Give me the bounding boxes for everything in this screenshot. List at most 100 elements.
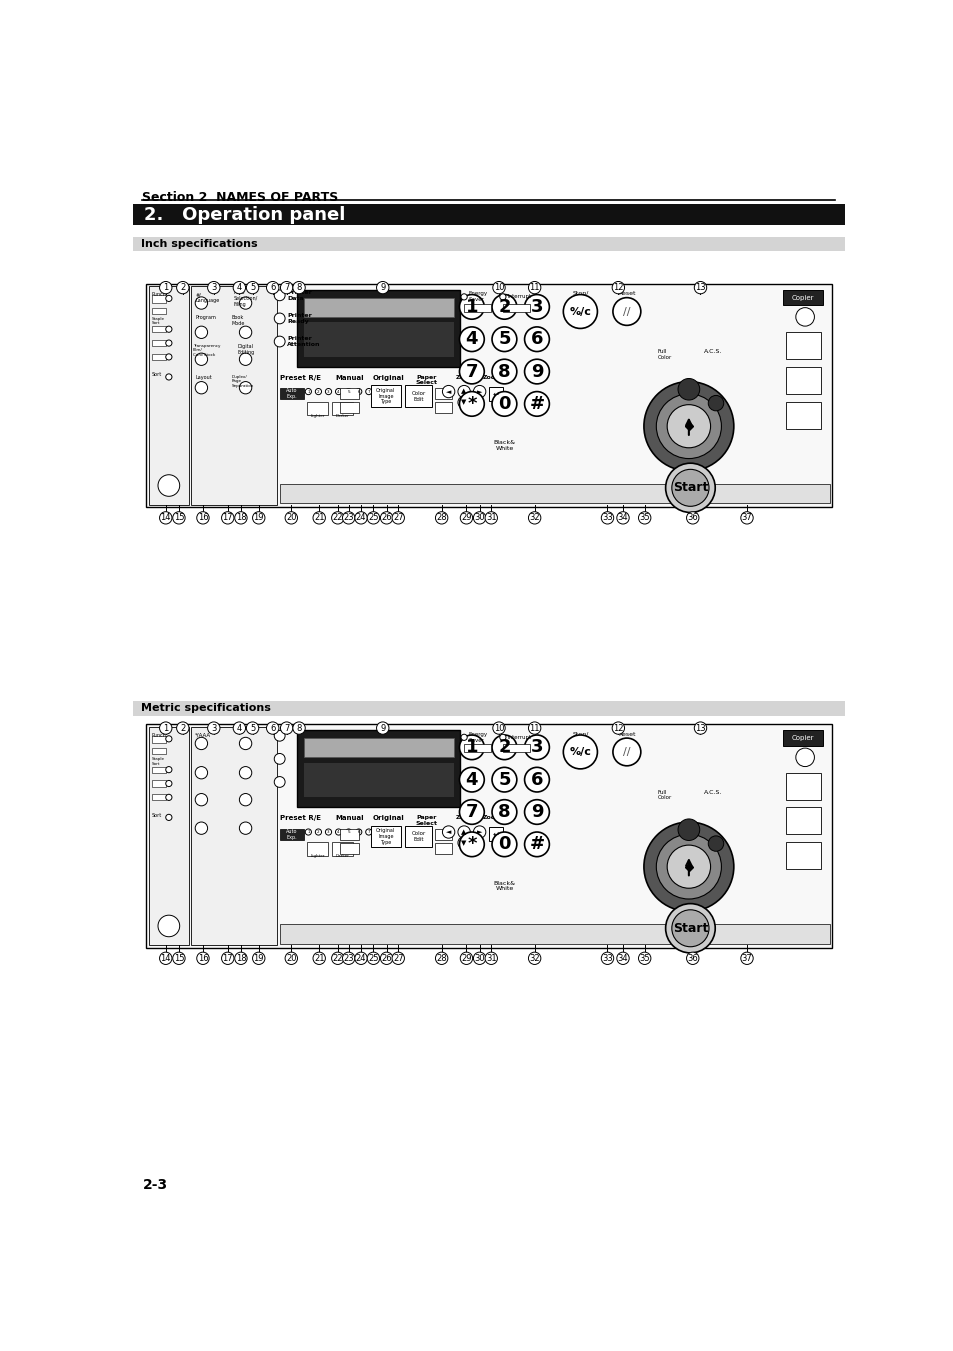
Text: 7: 7 (465, 362, 477, 381)
Text: Paper
Select: Paper Select (416, 815, 437, 825)
Text: 3: 3 (327, 830, 330, 834)
Bar (307, 842, 328, 857)
Text: 20: 20 (286, 513, 296, 523)
Text: ▼: ▼ (461, 840, 466, 846)
Text: 17: 17 (222, 513, 233, 523)
Circle shape (221, 952, 233, 965)
Circle shape (325, 389, 332, 394)
Bar (152, 354, 166, 359)
Circle shape (246, 281, 258, 293)
Circle shape (492, 832, 517, 857)
Text: 15: 15 (173, 954, 184, 963)
Bar (782, 731, 822, 746)
Bar (371, 825, 400, 847)
Circle shape (678, 819, 699, 840)
Circle shape (459, 800, 484, 824)
Bar (464, 744, 491, 753)
Circle shape (528, 721, 540, 734)
Text: *: * (467, 835, 476, 854)
Circle shape (524, 800, 549, 824)
Text: 14: 14 (160, 954, 171, 963)
Bar (303, 323, 454, 357)
Text: 4: 4 (465, 330, 477, 349)
Circle shape (459, 767, 484, 792)
Text: 11: 11 (529, 284, 539, 292)
Text: Inc: Inc (461, 374, 469, 380)
Text: #/
Language: #/ Language (195, 292, 219, 303)
Text: 14: 14 (160, 513, 171, 523)
Circle shape (166, 340, 172, 346)
Bar (146, 724, 831, 947)
Text: 4: 4 (465, 770, 477, 789)
Text: 2.   Operation panel: 2. Operation panel (144, 205, 345, 224)
Circle shape (365, 389, 372, 394)
Circle shape (158, 474, 179, 496)
Bar (152, 296, 166, 303)
Text: Black&
White: Black& White (493, 440, 515, 451)
Text: Darker: Darker (335, 854, 349, 858)
Text: 6: 6 (357, 830, 359, 834)
Text: Original: Original (372, 374, 404, 381)
Text: 22: 22 (333, 513, 343, 523)
Circle shape (473, 952, 485, 965)
Bar (303, 763, 454, 797)
Bar (146, 284, 831, 507)
Circle shape (293, 721, 305, 734)
Circle shape (166, 736, 172, 742)
Text: 33: 33 (601, 954, 612, 963)
Circle shape (159, 512, 172, 524)
Text: 5: 5 (497, 330, 510, 349)
Text: 6: 6 (357, 389, 359, 393)
Text: ↵: ↵ (492, 389, 498, 399)
Circle shape (274, 754, 285, 765)
Circle shape (666, 846, 710, 888)
Circle shape (376, 281, 389, 293)
Circle shape (528, 952, 540, 965)
Circle shape (305, 389, 311, 394)
Circle shape (239, 766, 252, 780)
Circle shape (457, 825, 470, 838)
Bar (133, 701, 843, 716)
Bar (435, 830, 452, 840)
Text: Inc: Inc (461, 815, 469, 820)
Text: 3: 3 (211, 284, 216, 292)
Text: 3: 3 (530, 297, 542, 316)
Circle shape (671, 469, 708, 507)
Circle shape (166, 354, 172, 359)
Text: 13: 13 (695, 724, 705, 732)
Text: 7: 7 (465, 802, 477, 821)
Text: #: # (529, 394, 544, 413)
Text: 2: 2 (497, 738, 510, 757)
Circle shape (612, 721, 624, 734)
Text: 16: 16 (197, 513, 208, 523)
Circle shape (492, 295, 517, 319)
Text: Stop/
Clear: Stop/ Clear (572, 732, 588, 743)
Circle shape (266, 721, 278, 734)
Bar (488, 827, 502, 842)
Text: ◄: ◄ (445, 389, 451, 394)
Circle shape (253, 952, 265, 965)
Circle shape (740, 512, 753, 524)
Circle shape (524, 392, 549, 416)
Circle shape (246, 721, 258, 734)
Circle shape (524, 327, 549, 351)
Circle shape (459, 512, 472, 524)
Text: Color
Edit: Color Edit (411, 390, 425, 401)
Text: Punch: Punch (152, 732, 167, 738)
Circle shape (239, 353, 252, 365)
Bar (785, 332, 820, 359)
Circle shape (678, 378, 699, 400)
Bar (152, 794, 166, 800)
Circle shape (473, 825, 485, 838)
Bar (152, 766, 166, 773)
Circle shape (159, 952, 172, 965)
Circle shape (335, 830, 341, 835)
Text: Start: Start (672, 481, 707, 494)
Text: 10: 10 (494, 724, 504, 732)
Circle shape (459, 832, 484, 857)
Circle shape (166, 296, 172, 301)
Text: Stop/
Clear: Stop/ Clear (572, 292, 588, 303)
Circle shape (239, 793, 252, 805)
Text: 2: 2 (316, 830, 319, 834)
Circle shape (208, 281, 220, 293)
